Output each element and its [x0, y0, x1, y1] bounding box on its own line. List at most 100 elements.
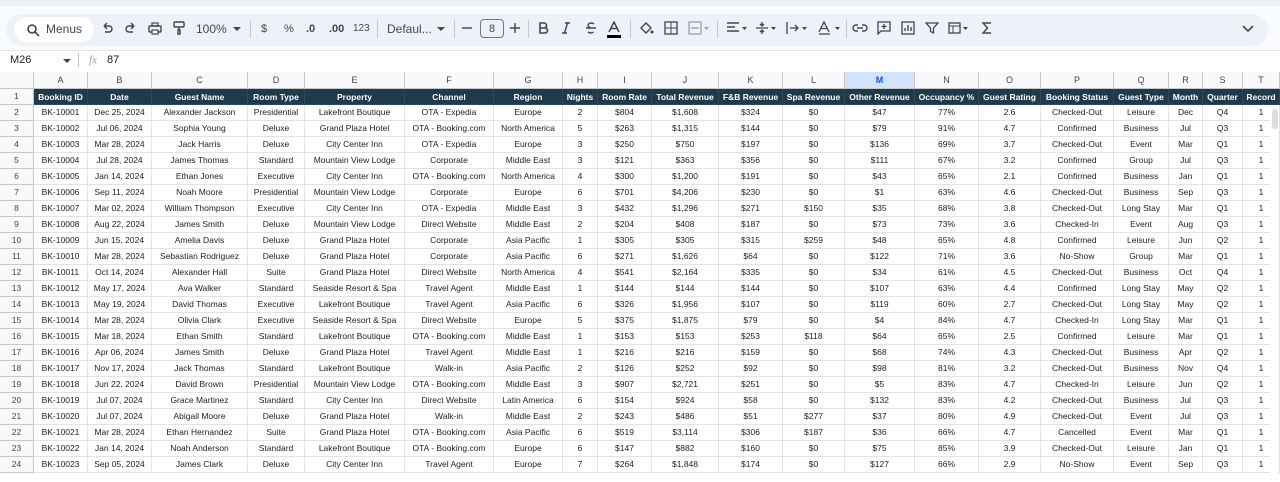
data-cell[interactable]: Leisure	[1114, 441, 1169, 457]
data-cell[interactable]: $0	[783, 441, 845, 457]
data-cell[interactable]: BK-10023	[34, 457, 88, 473]
data-cell[interactable]: Suite	[248, 425, 305, 441]
row-header[interactable]: 6	[0, 169, 34, 185]
data-cell[interactable]: William Thompson	[152, 201, 248, 217]
data-cell[interactable]: Jul 28, 2024	[88, 153, 152, 169]
row-header[interactable]: 11	[0, 249, 34, 265]
data-cell[interactable]: 84%	[915, 313, 979, 329]
data-cell[interactable]: Europe	[494, 105, 563, 121]
format-percent[interactable]: %	[284, 23, 294, 35]
data-cell[interactable]: $0	[783, 345, 845, 361]
data-cell[interactable]: 80%	[915, 409, 979, 425]
data-cell[interactable]: 63%	[915, 185, 979, 201]
data-cell[interactable]: Direct Website	[405, 313, 494, 329]
undo[interactable]	[100, 21, 114, 35]
data-cell[interactable]: $0	[783, 169, 845, 185]
data-cell[interactable]: Grand Plaza Hotel	[305, 409, 405, 425]
row-header[interactable]: 4	[0, 137, 34, 153]
data-cell[interactable]: Confirmed	[1041, 281, 1114, 297]
data-cell[interactable]: $132	[845, 393, 915, 409]
functions[interactable]	[980, 21, 994, 35]
data-cell[interactable]: $0	[783, 377, 845, 393]
data-cell[interactable]: $107	[845, 281, 915, 297]
data-cell[interactable]: 4.4	[979, 281, 1041, 297]
data-cell[interactable]: $191	[719, 169, 783, 185]
header-cell[interactable]: Room Type	[248, 89, 305, 105]
data-cell[interactable]: David Thomas	[152, 297, 248, 313]
header-cell[interactable]: Occupancy %	[915, 89, 979, 105]
number-format[interactable]: 123	[353, 23, 370, 34]
data-cell[interactable]: Mar 28, 2024	[88, 249, 152, 265]
data-cell[interactable]: Travel Agent	[405, 457, 494, 473]
data-cell[interactable]: Lakefront Boutique	[305, 105, 405, 121]
data-cell[interactable]: $79	[719, 313, 783, 329]
data-cell[interactable]: Deluxe	[248, 233, 305, 249]
data-cell[interactable]: Abigail Moore	[152, 409, 248, 425]
data-cell[interactable]: Middle East	[494, 201, 563, 217]
data-cell[interactable]: Q1	[1203, 441, 1243, 457]
data-cell[interactable]: Alexander Hall	[152, 265, 248, 281]
data-cell[interactable]: Q2	[1203, 297, 1243, 313]
header-cell[interactable]: Guest Type	[1114, 89, 1169, 105]
row-header[interactable]: 20	[0, 393, 34, 409]
data-cell[interactable]: $0	[783, 265, 845, 281]
data-cell[interactable]: Business	[1114, 185, 1169, 201]
data-cell[interactable]: Middle East	[494, 409, 563, 425]
data-cell[interactable]: May	[1169, 297, 1203, 313]
data-cell[interactable]: $75	[845, 441, 915, 457]
data-cell[interactable]: 6	[563, 249, 598, 265]
row-header[interactable]: 10	[0, 233, 34, 249]
data-cell[interactable]: $35	[845, 201, 915, 217]
data-cell[interactable]: Executive	[248, 313, 305, 329]
data-cell[interactable]: 74%	[915, 345, 979, 361]
font-size-increase[interactable]	[509, 21, 521, 35]
data-cell[interactable]: Business	[1114, 361, 1169, 377]
data-cell[interactable]: $144	[652, 281, 719, 297]
horizontal-align[interactable]	[726, 21, 748, 35]
data-cell[interactable]: North America	[494, 265, 563, 281]
data-cell[interactable]: Q3	[1203, 185, 1243, 201]
data-cell[interactable]: Grand Plaza Hotel	[305, 265, 405, 281]
data-cell[interactable]: 1	[563, 281, 598, 297]
data-cell[interactable]: Ethan Hernandez	[152, 425, 248, 441]
data-cell[interactable]: Jul	[1169, 393, 1203, 409]
data-cell[interactable]: Q4	[1203, 265, 1243, 281]
row-header[interactable]: 16	[0, 329, 34, 345]
data-cell[interactable]: $277	[783, 409, 845, 425]
data-cell[interactable]: 4.8	[979, 233, 1041, 249]
data-cell[interactable]: Lakefront Boutique	[305, 329, 405, 345]
data-cell[interactable]: 4.7	[979, 313, 1041, 329]
data-cell[interactable]: $375	[598, 313, 652, 329]
data-cell[interactable]: $36	[845, 425, 915, 441]
data-cell[interactable]: Dec 25, 2024	[88, 105, 152, 121]
data-cell[interactable]: BK-10001	[34, 105, 88, 121]
data-cell[interactable]: $0	[783, 153, 845, 169]
data-cell[interactable]: BK-10021	[34, 425, 88, 441]
data-cell[interactable]: Executive	[248, 169, 305, 185]
data-cell[interactable]: 69%	[915, 137, 979, 153]
data-cell[interactable]: $51	[719, 409, 783, 425]
data-cell[interactable]: $187	[719, 217, 783, 233]
data-cell[interactable]: 2	[563, 361, 598, 377]
data-cell[interactable]: $64	[719, 249, 783, 265]
data-cell[interactable]: Q4	[1203, 105, 1243, 121]
data-cell[interactable]: Asia Pacific	[494, 297, 563, 313]
data-cell[interactable]: Q3	[1203, 217, 1243, 233]
data-cell[interactable]: Jun	[1169, 233, 1203, 249]
data-cell[interactable]: $92	[719, 361, 783, 377]
data-cell[interactable]: James Thomas	[152, 153, 248, 169]
data-cell[interactable]: $0	[783, 393, 845, 409]
data-cell[interactable]: $0	[783, 313, 845, 329]
header-cell[interactable]: Date	[88, 89, 152, 105]
vertical-align[interactable]	[755, 21, 777, 35]
data-cell[interactable]: Mountain View Lodge	[305, 185, 405, 201]
data-cell[interactable]: Jan 14, 2024	[88, 441, 152, 457]
data-cell[interactable]: 4.5	[979, 265, 1041, 281]
data-cell[interactable]: 2.9	[979, 457, 1041, 473]
data-cell[interactable]: 7	[563, 457, 598, 473]
data-cell[interactable]: $363	[652, 153, 719, 169]
data-cell[interactable]: 4	[563, 265, 598, 281]
data-cell[interactable]: $187	[783, 425, 845, 441]
data-cell[interactable]: 4	[563, 169, 598, 185]
data-cell[interactable]: BK-10022	[34, 441, 88, 457]
